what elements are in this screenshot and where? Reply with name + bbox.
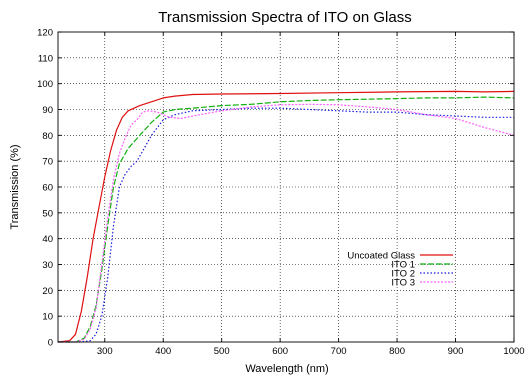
- series-lines: [57, 90, 515, 343]
- y-tick-label: 90: [42, 105, 53, 116]
- chart-title: Transmission Spectra of ITO on Glass: [158, 9, 411, 26]
- x-tick-label: 400: [155, 346, 171, 357]
- axis-ticks: 0 10 20 30 40 50 60 70 80 90 100 110 120 300 400 500 600…: [37, 28, 524, 358]
- x-tick-label: 1000: [503, 346, 524, 357]
- y-tick-label: 20: [42, 286, 53, 297]
- x-tick-label: 800: [389, 346, 405, 357]
- series-line-3: [58, 107, 514, 343]
- x-tick-label: 700: [331, 346, 347, 357]
- legend-label: Uncoated Glass: [347, 251, 415, 262]
- y-tick-label: 110: [38, 53, 53, 64]
- y-tick-label: 10: [42, 312, 53, 323]
- y-tick-label: 40: [42, 234, 53, 245]
- x-tick-label: 900: [448, 346, 464, 357]
- y-axis-label: Transmission (%): [9, 144, 21, 229]
- legend-label: ITO 1: [391, 260, 415, 271]
- x-tick-label: 500: [214, 346, 230, 357]
- legend-label: ITO 2: [391, 269, 415, 280]
- series-line-4: [58, 103, 515, 343]
- y-tick-label: 30: [42, 260, 53, 271]
- y-tick-label: 0: [48, 338, 53, 349]
- y-tick-label: 50: [42, 208, 53, 219]
- y-tick-label: 70: [42, 157, 53, 168]
- x-tick-label: 300: [97, 346, 113, 357]
- y-tick-label: 120: [37, 28, 53, 39]
- series-line-2: [58, 96, 515, 343]
- y-tick-label: 80: [42, 131, 53, 142]
- x-axis-label: Wavelength (nm): [245, 363, 328, 375]
- x-tick-label: 600: [272, 346, 288, 357]
- y-tick-label: 60: [42, 183, 53, 194]
- legend-label: ITO 3: [391, 278, 415, 289]
- series-line-1: [57, 90, 515, 343]
- grid: [58, 32, 514, 342]
- y-tick-label: 100: [37, 79, 53, 90]
